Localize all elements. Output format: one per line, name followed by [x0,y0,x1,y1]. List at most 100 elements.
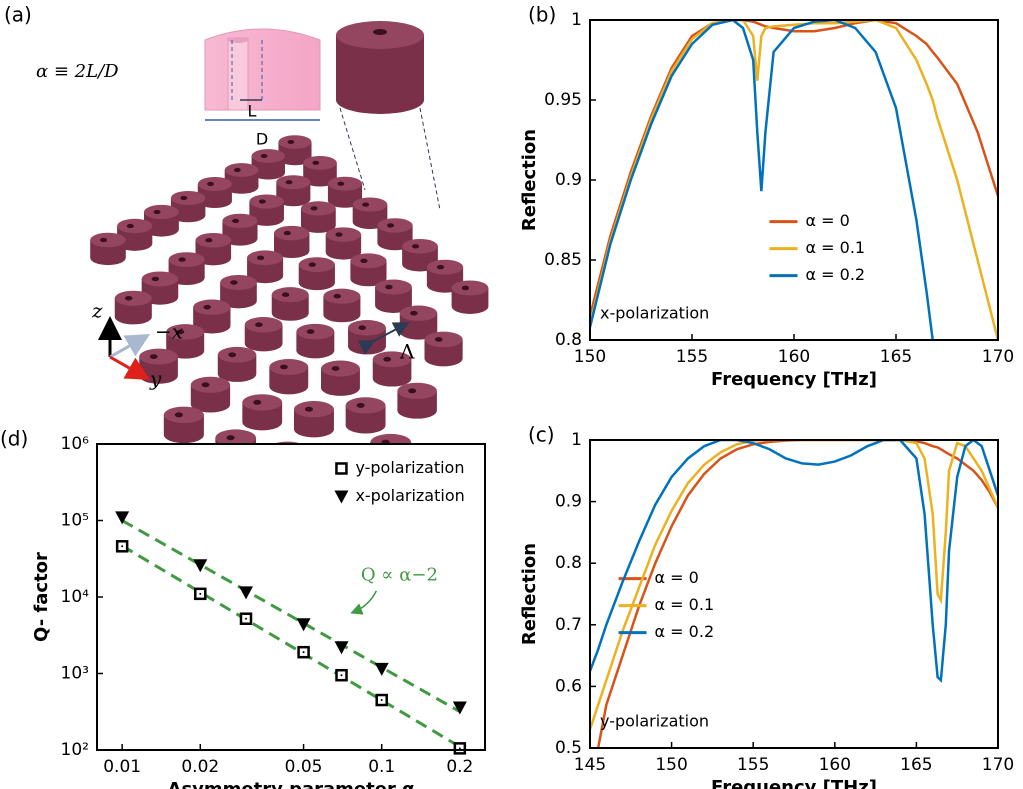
hole-label: L [248,102,257,121]
panel-label: (c) [528,423,555,447]
x-tick-label: 0.02 [181,757,219,777]
cylinder-top [296,323,335,340]
cylinder-hole [410,310,418,316]
cylinder-top [274,225,310,241]
cylinder-top [251,149,285,163]
marker [374,662,389,676]
cylinder-top [426,259,464,275]
cylinder-top [424,331,463,348]
cylinder-hole [306,329,315,334]
cylinder-hole [153,209,161,215]
cylinder-top [327,176,363,191]
axis-label: y [149,367,162,391]
fit-line [121,519,461,713]
marker-dot [458,747,461,750]
cylinder-top [224,163,259,177]
cylinder-top [193,299,231,315]
cylinder-hole [385,284,393,290]
x-tick-label: 150 [574,347,606,367]
alpha-definition: α ≡ 2L/D [36,61,119,82]
cylinder-hole [358,325,367,331]
cylinder-hole [180,195,188,201]
cylinder-hole [411,244,420,249]
axis-arrow [109,334,151,359]
cylinder-hole [232,218,240,224]
y-axis-label: Reflection [519,543,540,645]
cylinder-hole [207,181,215,187]
panel-label: (a) [4,3,32,27]
marker [238,586,253,600]
legend-label: α = 0 [806,211,850,230]
cylinder-top [141,271,179,287]
cylinder-top [166,324,205,340]
axis-arrow [109,355,151,380]
period-label: Λ [399,340,415,364]
legend-label: y-polarization [355,458,464,477]
cylinder-hole [256,255,265,261]
cylinder-top [217,346,257,363]
cylinder-top [117,218,153,234]
panel-label: (d) [0,427,28,451]
cylinder-top [276,175,311,190]
annotation: Q ∝ α−2 [361,565,438,586]
x-tick-label: 165 [880,347,912,367]
legend-marker [335,462,348,475]
marker-dot [199,592,202,595]
unit-cell-cut: L D α ≡ 2L/D [36,28,321,149]
cylinder-top [114,290,152,306]
cylinder-hole [362,202,370,207]
cylinder-hole [383,356,392,362]
cylinder-top [170,190,206,206]
cylinder-hole [285,180,293,185]
cylinder-hole [335,232,343,237]
unit-cell [336,21,441,211]
cylinder-top [269,359,309,375]
x-tick-label: 0.1 [368,757,395,777]
x-axis-label: Asymmetry parameter α [168,779,415,789]
y-tick-label: 10⁵ [61,511,89,531]
cylinder-hole [174,412,183,418]
legend-label: α = 0.1 [655,595,715,614]
y-tick-label: 10² [61,740,89,760]
cylinder-top [249,194,284,209]
cylinder-top [352,197,388,212]
legend-marker [334,490,349,504]
marker [115,511,130,525]
y-tick-label: 1 [571,10,582,30]
x-tick-label: 165 [900,755,932,775]
y-tick-label: 0.95 [544,90,582,110]
y-tick-label: 1 [571,430,582,450]
cylinder-hole [312,160,320,165]
marker-dot [380,699,383,702]
y-axis-label: Q- factor [31,552,52,642]
cylinder-hole [356,402,365,408]
x-tick-label: 150 [655,755,687,775]
series-line [590,440,998,730]
y-tick-label: 0.7 [555,615,582,635]
x-axis-label: Frequency [THz] [711,777,877,789]
y-tick-label: 0.9 [555,492,582,512]
x-tick-label: 0.01 [103,757,141,777]
cylinder-top [197,177,232,191]
cylinder-top [323,288,361,304]
cylinder-hole [253,399,262,405]
cylinder-hole [230,280,238,285]
series-line [590,440,998,683]
y-tick-label: 0.8 [555,553,582,573]
cylinder-top [293,401,334,418]
cylinder-hole [228,352,237,358]
cylinder-hole [461,285,470,291]
cylinder-top [402,238,438,254]
cylinder-hole [434,337,443,342]
fit-line [121,544,461,749]
annotation: y-polarization [600,712,709,731]
cylinder-top [278,135,312,149]
cylinder-top [345,397,386,414]
legend-label: x-polarization [355,486,464,505]
plot-area [590,20,998,340]
cylinder-hole [205,238,213,243]
cylinder-top [399,305,438,321]
cylinder-hole [436,264,445,270]
cylinder-top [220,274,257,290]
marker [296,618,311,632]
